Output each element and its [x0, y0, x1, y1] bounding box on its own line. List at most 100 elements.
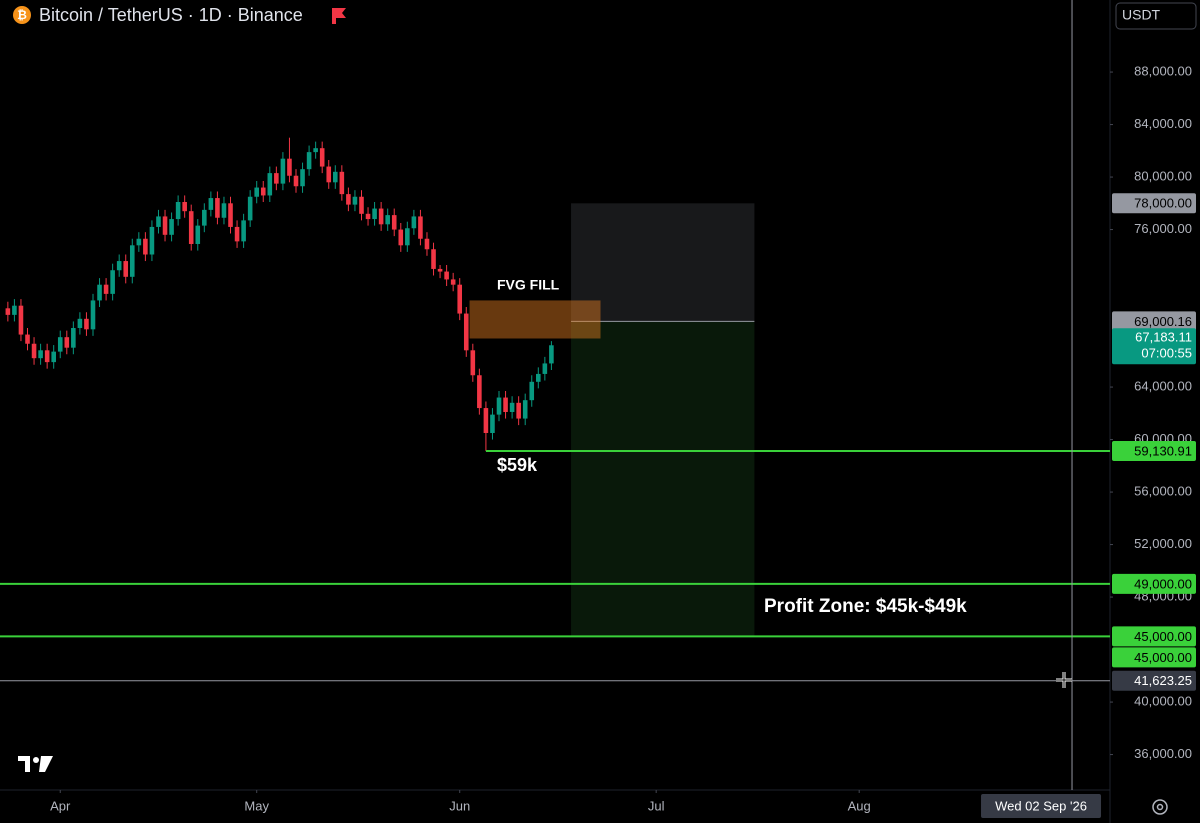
- last-price-box: [1112, 328, 1196, 365]
- candle-body: [490, 414, 495, 433]
- candle-body: [156, 216, 161, 227]
- target-label-box: [1112, 647, 1196, 668]
- candle-body: [110, 270, 115, 294]
- candle-body: [319, 148, 325, 167]
- candle-body: [418, 216, 423, 239]
- candle-body: [352, 196, 358, 205]
- candle-body: [241, 220, 246, 242]
- candle-body: [372, 208, 377, 220]
- candle-body: [123, 261, 129, 277]
- level-label-box: [1112, 440, 1196, 461]
- candle-body: [215, 198, 220, 218]
- crosshair-price-box: [1112, 670, 1196, 691]
- candle-body: [57, 337, 63, 352]
- coin-icon: [13, 6, 31, 24]
- candle-body: [44, 350, 50, 363]
- y-tick-label: 52,000.00: [1134, 536, 1192, 551]
- x-tick-label: Aug: [848, 798, 871, 813]
- settings-core[interactable]: [1156, 803, 1164, 811]
- candle-body: [182, 201, 187, 212]
- candle-body: [254, 187, 259, 197]
- x-tick-label: Jun: [449, 798, 470, 813]
- tv-logo: [18, 756, 53, 772]
- settings-icon[interactable]: [1152, 799, 1168, 815]
- candle-body: [84, 318, 89, 330]
- candle-body: [542, 363, 548, 374]
- candle-body: [293, 175, 299, 187]
- countdown-label: 07:00:55: [1141, 346, 1192, 361]
- candle-body: [274, 173, 279, 184]
- cursor: [1056, 672, 1072, 688]
- candle-body: [169, 219, 174, 235]
- candle-body: [287, 158, 292, 176]
- candle-body: [385, 215, 390, 225]
- level-label-box: [1112, 573, 1196, 594]
- candle-body: [431, 249, 436, 269]
- candle-body: [509, 402, 515, 412]
- candle-body: [503, 397, 508, 412]
- candle-body: [64, 337, 70, 348]
- candle-body: [444, 271, 449, 280]
- candle-body: [195, 225, 201, 244]
- logo-part: [18, 756, 30, 772]
- logo-part: [39, 756, 53, 772]
- annotation: Profit Zone: $45k-$49k: [764, 596, 967, 617]
- candle-body: [12, 305, 17, 315]
- candle-body: [437, 268, 443, 272]
- candle-body: [463, 313, 469, 351]
- settings-ring[interactable]: [1152, 799, 1168, 815]
- currency-label[interactable]: USDT: [1122, 7, 1161, 23]
- candle-body: [51, 351, 56, 363]
- crosshair-date-label: Wed 02 Sep '26: [995, 798, 1087, 813]
- fvg-zone: [469, 300, 601, 339]
- flag-icon: [332, 8, 346, 24]
- stop-label-box: [1112, 193, 1196, 214]
- candle-body: [175, 201, 181, 220]
- candle-body: [470, 350, 476, 376]
- candle-body: [90, 300, 96, 330]
- candle-body: [5, 308, 11, 315]
- currency-button[interactable]: [1115, 2, 1197, 30]
- candle-body: [162, 216, 168, 235]
- candle-body: [483, 408, 489, 433]
- coin-symbol: ₿: [17, 8, 27, 22]
- crosshair-date-box: [981, 794, 1102, 818]
- candle-body: [25, 334, 30, 344]
- candle-body: [280, 158, 286, 184]
- level-label: 45,000.00: [1134, 629, 1192, 644]
- candle-body: [188, 211, 194, 244]
- level-label: 49,000.00: [1134, 576, 1192, 591]
- candle-body: [149, 226, 155, 255]
- candle-body: [97, 284, 102, 301]
- level-label: 59,130.91: [1134, 443, 1192, 458]
- candle-body: [247, 196, 253, 221]
- target-label: 45,000.00: [1134, 650, 1192, 665]
- candle-body: [398, 229, 404, 246]
- x-tick-label: Jul: [648, 798, 665, 813]
- candle-body: [424, 238, 430, 250]
- candle-body: [208, 198, 214, 210]
- y-tick-label: 76,000.00: [1134, 221, 1192, 236]
- candle-body: [529, 381, 535, 401]
- annotation: $59k: [497, 455, 538, 475]
- candle-body: [378, 208, 384, 225]
- candle-body: [260, 187, 266, 196]
- candle-body: [300, 169, 305, 187]
- candle-body: [228, 203, 233, 227]
- candle-body: [477, 375, 482, 409]
- candle-body: [450, 279, 456, 285]
- entry-label: 69,000.16: [1134, 314, 1192, 329]
- cursor-cross: [1056, 672, 1072, 688]
- candle-body: [365, 213, 371, 220]
- candle-body: [202, 209, 207, 226]
- candle-body: [306, 152, 312, 170]
- y-tick-label: 40,000.00: [1134, 693, 1192, 708]
- candle-body: [103, 284, 109, 294]
- candle-body: [457, 284, 463, 314]
- candle-body: [496, 397, 502, 415]
- candle-body: [38, 350, 43, 359]
- level-label-box: [1112, 626, 1196, 647]
- x-tick-label: Apr: [50, 798, 71, 813]
- candle-body: [234, 226, 240, 242]
